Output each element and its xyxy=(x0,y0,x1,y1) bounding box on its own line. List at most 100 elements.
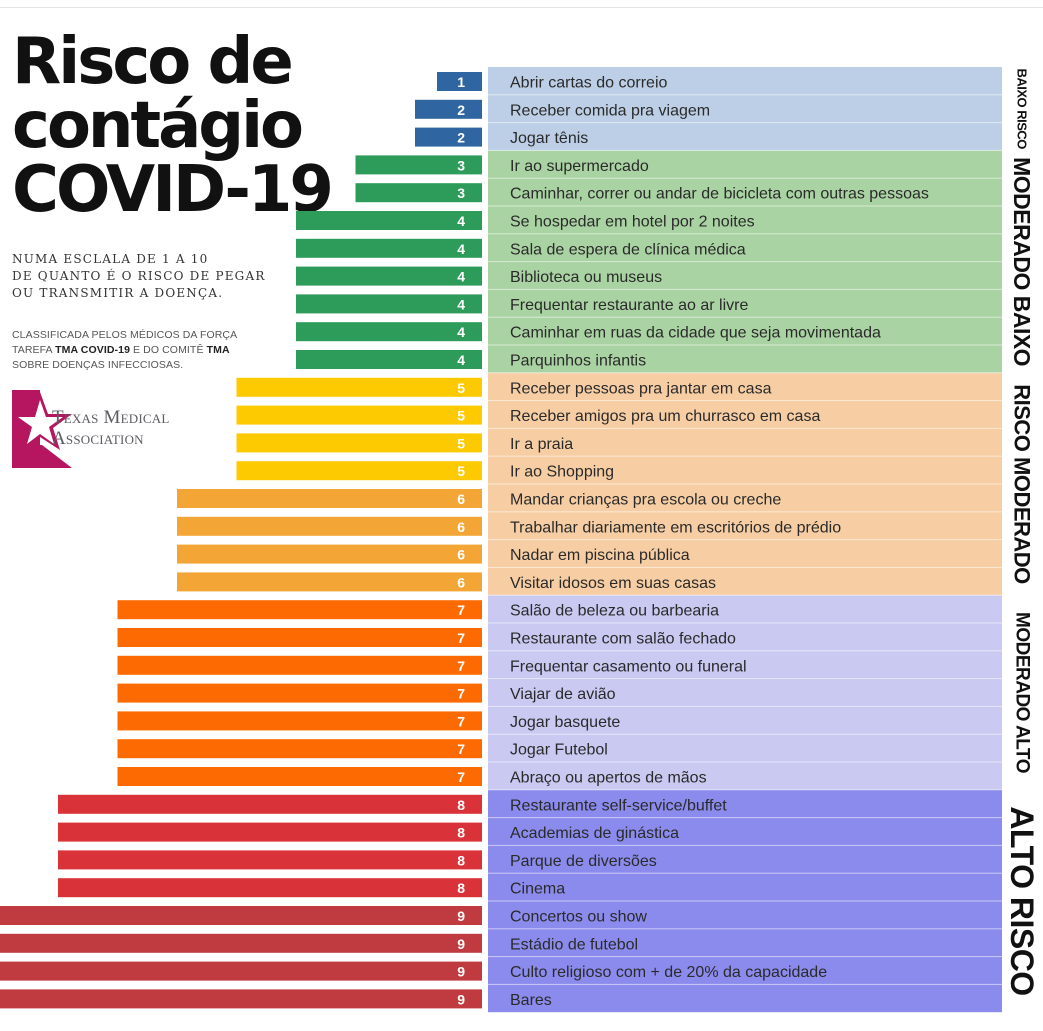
row-divider xyxy=(488,539,1002,541)
bar xyxy=(296,322,482,342)
row-divider xyxy=(488,566,1002,568)
row-divider xyxy=(488,678,1002,680)
bar xyxy=(296,294,482,314)
row-divider xyxy=(488,622,1002,624)
row-label: Salão de beleza ou barbearia xyxy=(510,603,719,620)
row-label: Frequentar casamento ou funeral xyxy=(510,658,747,675)
bar xyxy=(117,739,482,759)
bar-value-label: 4 xyxy=(457,296,465,312)
bar xyxy=(0,989,482,1009)
row-divider xyxy=(488,872,1002,874)
bar xyxy=(58,794,482,814)
row-label: Se hospedar em hotel por 2 noites xyxy=(510,214,755,231)
row-label: Caminhar, correr ou andar de bicicleta c… xyxy=(510,186,929,203)
bar-value-label: 4 xyxy=(457,241,465,257)
row-label: Sala de espera de clínica médica xyxy=(510,241,746,258)
risk-category-label: ALTO RISCO xyxy=(1004,806,1040,995)
row-label: Receber amigos pra um churrasco em casa xyxy=(510,408,820,425)
bar xyxy=(117,600,482,620)
bar-value-label: 5 xyxy=(457,408,465,424)
bar-value-label: 3 xyxy=(457,157,465,173)
row-label: Bares xyxy=(510,992,552,1009)
bar xyxy=(177,572,482,592)
row-label: Jogar Futebol xyxy=(510,742,608,759)
row-divider xyxy=(488,400,1002,402)
bar-value-label: 7 xyxy=(457,602,465,618)
page-title: Risco de contágio COVID-19 xyxy=(12,30,334,227)
bar-value-label: 6 xyxy=(457,519,465,535)
title-line-2: contágio xyxy=(12,89,304,163)
bar-value-label: 8 xyxy=(457,797,465,813)
bar xyxy=(355,183,482,203)
bar xyxy=(117,711,482,731)
row-divider xyxy=(488,789,1002,791)
bar-value-label: 7 xyxy=(457,658,465,674)
row-divider xyxy=(488,733,1002,735)
row-label: Ir a praia xyxy=(510,436,573,453)
bar-value-label: 4 xyxy=(457,213,465,229)
title-line-3: COVID-19 xyxy=(12,153,334,227)
bar-value-label: 9 xyxy=(457,936,465,952)
row-divider xyxy=(488,483,1002,485)
row-label: Culto religioso com + de 20% da capacida… xyxy=(510,964,827,981)
row-divider xyxy=(488,372,1002,374)
row-divider xyxy=(488,650,1002,652)
top-divider xyxy=(0,7,1043,8)
bar xyxy=(236,461,482,481)
subtitle-line-1: NUMA ESCLALA DE 1 A 10 xyxy=(12,252,209,266)
row-divider xyxy=(488,817,1002,819)
bar-value-label: 8 xyxy=(457,852,465,868)
row-divider xyxy=(488,94,1002,96)
row-divider xyxy=(488,705,1002,707)
bar xyxy=(355,155,482,175)
row-divider xyxy=(488,511,1002,513)
row-label: Mandar crianças pra escola ou creche xyxy=(510,492,781,509)
bar xyxy=(58,822,482,842)
row-divider xyxy=(488,761,1002,763)
bar-value-label: 7 xyxy=(457,686,465,702)
category-band xyxy=(488,595,1002,790)
row-divider xyxy=(488,983,1002,985)
bar xyxy=(117,655,482,675)
bar xyxy=(236,405,482,425)
bar xyxy=(296,350,482,369)
bar xyxy=(236,433,482,453)
row-divider xyxy=(488,956,1002,958)
row-label: Biblioteca ou museus xyxy=(510,269,662,286)
source-note: CLASSIFICADA PELOS MÉDICOS DA FORÇA TARE… xyxy=(12,328,237,373)
row-divider xyxy=(488,149,1002,151)
bar-value-label: 6 xyxy=(457,574,465,590)
row-divider xyxy=(488,261,1002,263)
bar-value-label: 7 xyxy=(457,713,465,729)
bar xyxy=(415,127,482,147)
row-label: Frequentar restaurante ao ar livre xyxy=(510,297,748,314)
row-label: Visitar idosos em suas casas xyxy=(510,575,716,592)
bar xyxy=(0,961,482,981)
row-divider xyxy=(488,205,1002,207)
bar-value-label: 1 xyxy=(457,74,465,90)
bar xyxy=(177,516,482,536)
row-label: Abraço ou apertos de mãos xyxy=(510,770,707,787)
row-label: Estádio de futebol xyxy=(510,936,638,953)
bar-value-label: 6 xyxy=(457,547,465,563)
row-label: Receber pessoas pra jantar em casa xyxy=(510,380,772,397)
row-label: Ir ao supermercado xyxy=(510,158,649,175)
star-logo-icon xyxy=(12,390,72,468)
row-label: Academias de ginástica xyxy=(510,825,679,842)
row-label: Jogar tênis xyxy=(510,130,588,147)
bar-value-label: 8 xyxy=(457,825,465,841)
row-divider xyxy=(488,928,1002,930)
note-line-3: SOBRE DOENÇAS INFECCIOSAS. xyxy=(12,359,184,371)
note-line-2: TAREFA TMA COVID-19 E DO COMITÊ TMA xyxy=(12,344,230,356)
bar-value-label: 9 xyxy=(457,991,465,1007)
bar xyxy=(437,72,482,91)
bar-value-label: 9 xyxy=(457,908,465,924)
bar-value-label: 7 xyxy=(457,741,465,757)
bar xyxy=(0,933,482,953)
bar-value-label: 5 xyxy=(457,380,465,396)
bar xyxy=(117,767,482,786)
row-label: Restaurante com salão fechado xyxy=(510,631,736,648)
bar xyxy=(58,878,482,898)
row-divider xyxy=(488,427,1002,429)
